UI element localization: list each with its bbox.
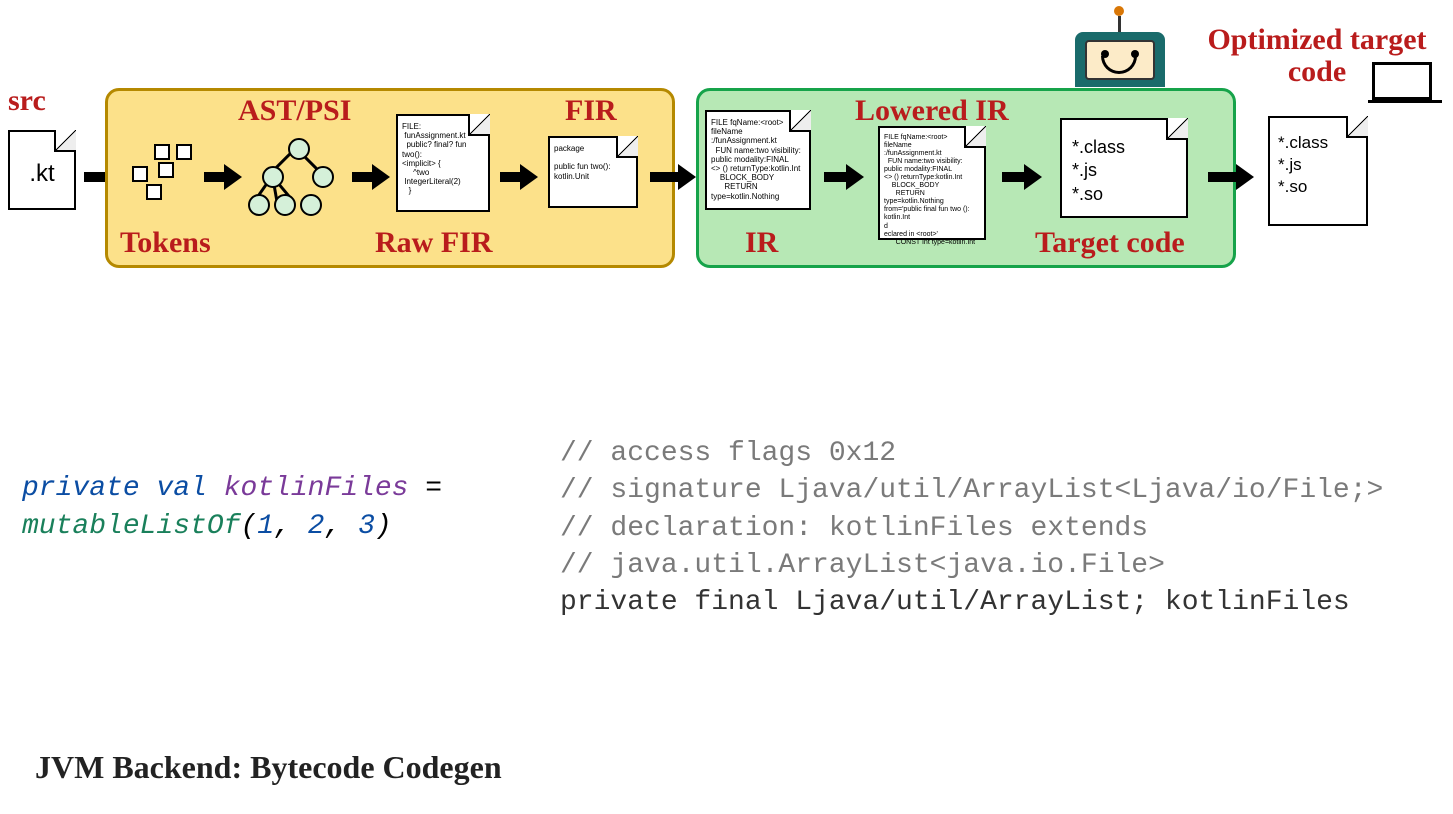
label-tokens: Tokens xyxy=(120,226,211,260)
doc-target: *.class *.js *.so xyxy=(1060,118,1188,218)
doc-rawfir: FILE: funAssignment.kt public? final? fu… xyxy=(396,114,490,212)
ast-tree-icon xyxy=(248,138,348,218)
arrow-icon xyxy=(1002,172,1026,182)
arrow-icon xyxy=(824,172,848,182)
arrow-icon xyxy=(650,172,680,182)
doc-src: .kt xyxy=(8,130,76,210)
arrow-icon xyxy=(352,172,374,182)
doc-ir: FILE fqName:<root> fileName :/funAssignm… xyxy=(705,110,811,210)
doc-lir: FILE fqName:<root> fileName :/funAssignm… xyxy=(878,126,986,240)
arrow-icon xyxy=(204,172,226,182)
code-keyword: private val xyxy=(22,473,207,504)
tokens-icon xyxy=(128,140,198,210)
code-number: 2 xyxy=(308,511,325,542)
label-astpsi: AST/PSI xyxy=(238,94,351,128)
opt-ext-js: *.js xyxy=(1278,154,1358,176)
robot-icon xyxy=(1060,12,1180,92)
code-number: 3 xyxy=(358,511,375,542)
opt-ext-so: *.so xyxy=(1278,176,1358,198)
arrow-icon xyxy=(500,172,522,182)
code-number: 1 xyxy=(257,511,274,542)
laptop-icon xyxy=(1372,62,1432,100)
code-bytecode: // access flags 0x12 // signature Ljava/… xyxy=(560,398,1383,621)
code-paren-open: ( xyxy=(240,511,257,542)
bytecode-decl-line: private final Ljava/util/ArrayList; kotl… xyxy=(560,587,1350,618)
label-targetcode: Target code xyxy=(1035,226,1185,260)
arrow-icon xyxy=(1208,172,1238,182)
bytecode-comment-line: // access flags 0x12 xyxy=(560,438,896,469)
slide-title: JVM Backend: Bytecode Codegen xyxy=(35,749,502,786)
doc-optimized: *.class *.js *.so xyxy=(1268,116,1368,226)
code-paren-close: ) xyxy=(375,511,392,542)
bytecode-comment-line: // signature Ljava/util/ArrayList<Ljava/… xyxy=(560,475,1383,506)
label-fir: FIR xyxy=(565,94,617,128)
code-kotlin: private val kotlinFiles = mutableListOf(… xyxy=(22,470,442,546)
label-lowered: Lowered IR xyxy=(855,94,1009,128)
label-rawfir: Raw FIR xyxy=(375,226,493,260)
code-identifier: kotlinFiles xyxy=(207,473,409,504)
bytecode-comment-line: // java.util.ArrayList<java.io.File> xyxy=(560,550,1165,581)
code-equals: = xyxy=(408,473,442,504)
code-function: mutableListOf xyxy=(22,511,240,542)
target-ext-so: *.so xyxy=(1072,183,1176,206)
bytecode-comment-line: // declaration: kotlinFiles extends xyxy=(560,513,1148,544)
label-src: src xyxy=(8,84,46,118)
label-ir: IR xyxy=(745,226,778,260)
target-ext-js: *.js xyxy=(1072,159,1176,182)
code-comma: , xyxy=(274,511,308,542)
target-ext-class: *.class xyxy=(1072,136,1176,159)
code-comma: , xyxy=(324,511,358,542)
doc-fir: package public fun two(): kotlin.Unit xyxy=(548,136,638,208)
